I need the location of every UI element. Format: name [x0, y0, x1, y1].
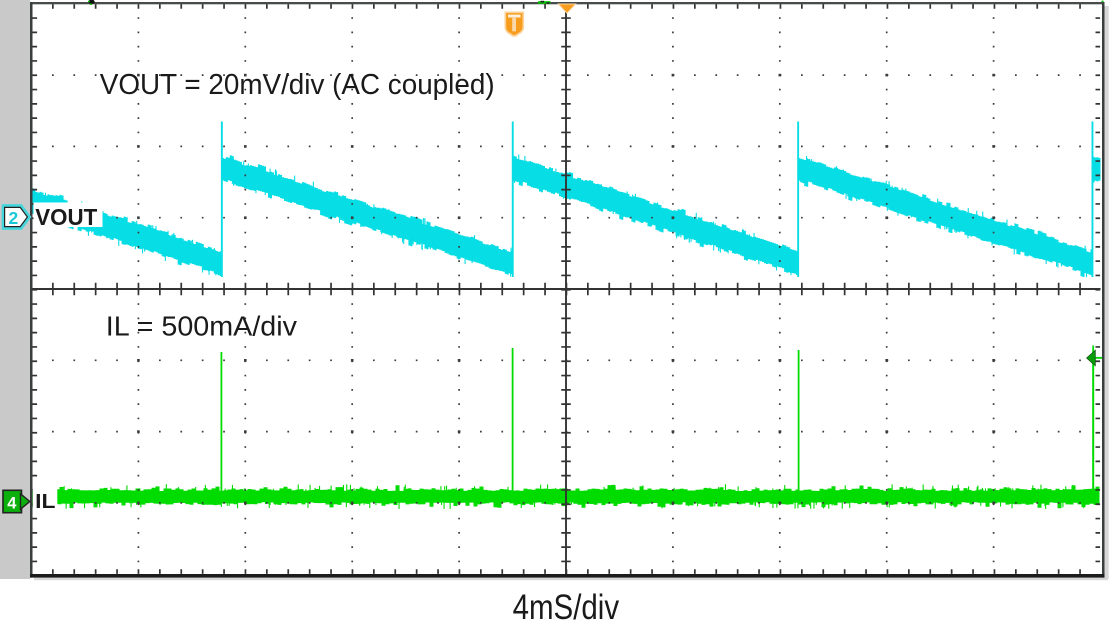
svg-text:IL: IL [35, 490, 55, 513]
svg-text:4mS/div: 4mS/div [513, 588, 620, 627]
svg-text:2: 2 [9, 208, 19, 228]
svg-text:VOUT = 20mV/div (AC coupled): VOUT = 20mV/div (AC coupled) [100, 69, 495, 101]
svg-text:4: 4 [7, 495, 17, 513]
svg-text:IL = 500mA/div: IL = 500mA/div [106, 311, 297, 342]
svg-text:VOUT: VOUT [35, 204, 97, 230]
